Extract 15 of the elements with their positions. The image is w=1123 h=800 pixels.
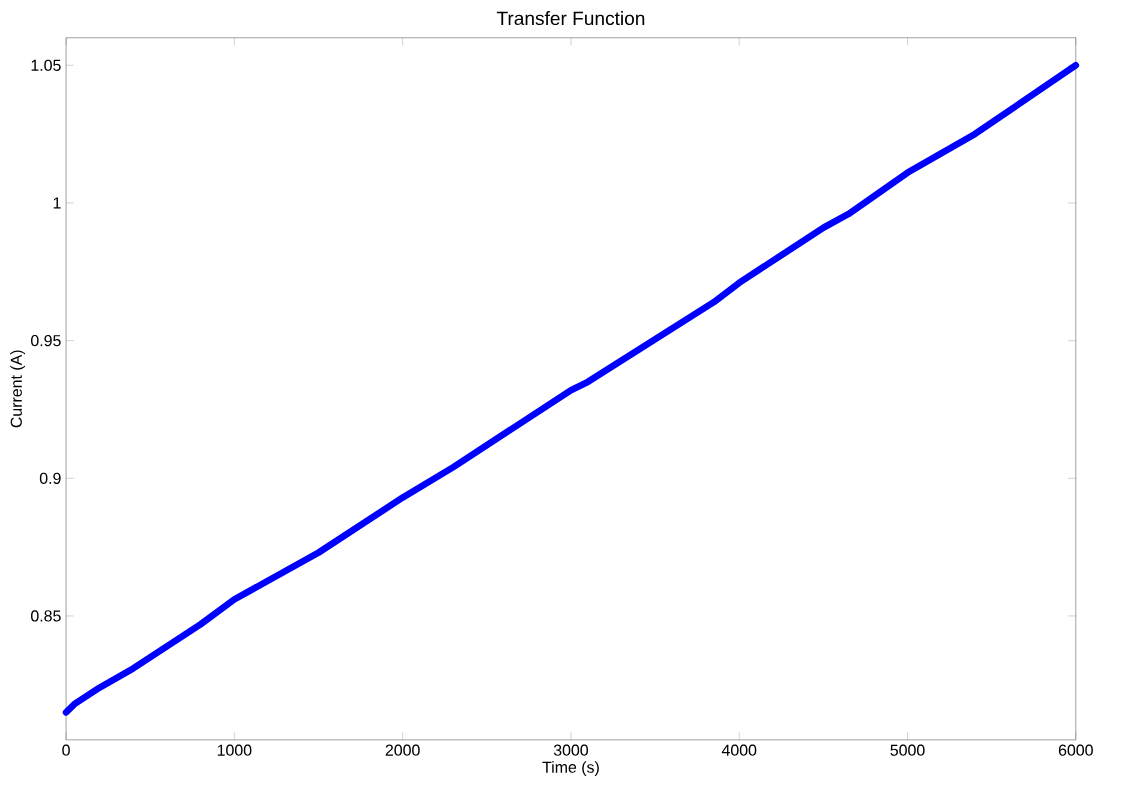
x-tick-label: 6000 [1058, 744, 1093, 756]
x-tick-label: 1000 [217, 744, 252, 756]
y-tick-label: 0.95 [31, 334, 61, 347]
y-tick-label: 0.9 [39, 472, 61, 484]
x-tick-label: 4000 [721, 744, 757, 756]
x-tick-label: 5000 [890, 744, 925, 756]
x-tick-label: 2000 [385, 744, 420, 756]
y-axis-title: Current (A) [10, 350, 26, 428]
y-tick-label: 0.85 [31, 610, 61, 622]
y-tick-label: 1 [53, 197, 61, 209]
chart-title: Transfer Function [496, 10, 645, 25]
y-tick-label: 1.05 [31, 59, 61, 71]
x-tick-label: 3000 [553, 744, 589, 756]
x-tick-label: 0 [62, 744, 70, 756]
x-axis-title: Time (s) [542, 761, 599, 776]
